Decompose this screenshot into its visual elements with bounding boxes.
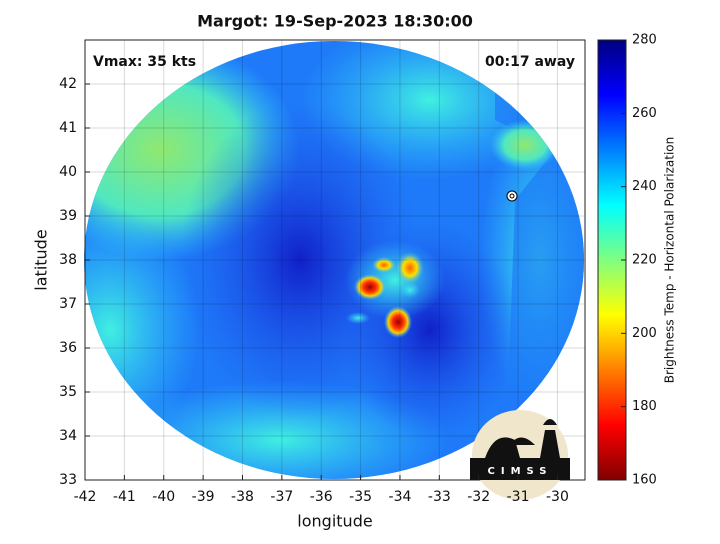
colorbar-tick-label: 180 (632, 399, 657, 414)
storm-center-dot (509, 193, 515, 199)
colorbar-tick-label: 240 (632, 179, 657, 194)
y-tick-label: 38 (59, 252, 77, 268)
colorbar-tick-label: 200 (632, 326, 657, 341)
y-tick-label: 37 (59, 296, 77, 312)
x-tick-label: -41 (113, 489, 136, 505)
x-tick-label: -39 (192, 489, 215, 505)
x-tick-label: -38 (231, 489, 254, 505)
y-tick-label: 33 (59, 472, 77, 488)
x-tick-label: -30 (546, 489, 569, 505)
x-tick-label: -40 (152, 489, 175, 505)
colorbar-tick-label: 280 (632, 33, 657, 48)
x-tick-label: -32 (467, 489, 490, 505)
storm-center (506, 190, 518, 202)
x-tick-label: -42 (74, 489, 97, 505)
annotation: 00:17 away (485, 54, 575, 70)
y-tick-label: 35 (59, 384, 77, 400)
annotation: Vmax: 35 kts (93, 54, 196, 70)
y-axis-label: latitude (32, 229, 51, 290)
y-tick-label: 39 (59, 208, 77, 224)
y-tick-label: 34 (59, 428, 77, 444)
chart-title: Margot: 19-Sep-2023 18:30:00 (197, 12, 473, 31)
x-tick-label: -35 (349, 489, 372, 505)
colorbar-label: Brightness Temp - Horizontal Polarizatio… (663, 137, 677, 384)
x-tick-label: -33 (428, 489, 451, 505)
y-tick-label: 36 (59, 340, 77, 356)
x-tick-label: -37 (270, 489, 293, 505)
logo-text: CIMSS (488, 466, 553, 477)
y-tick-label: 42 (59, 76, 77, 92)
colorbar-tick-label: 160 (632, 473, 657, 488)
colorbar-tick-label: 220 (632, 253, 657, 268)
x-axis-label: longitude (297, 512, 372, 531)
y-tick-label: 41 (59, 120, 77, 136)
x-tick-label: -36 (310, 489, 333, 505)
x-tick-label: -31 (507, 489, 530, 505)
colorbar-tick-label: 260 (632, 106, 657, 121)
logo: CIMSS (470, 410, 570, 500)
x-tick-label: -34 (389, 489, 412, 505)
y-tick-label: 40 (59, 164, 77, 180)
